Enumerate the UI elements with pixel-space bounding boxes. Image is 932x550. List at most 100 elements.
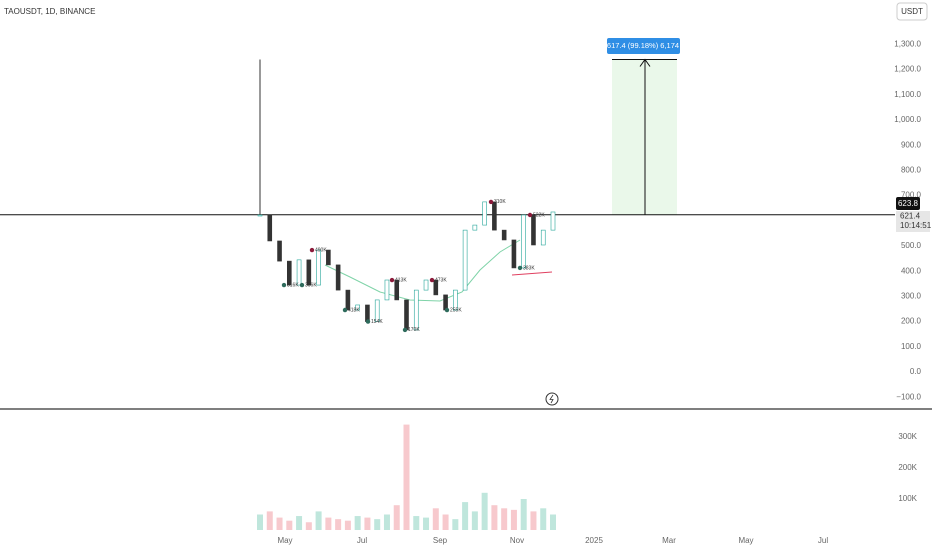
pivot-label: 170K <box>408 327 420 333</box>
price-tick-label: 800.0 <box>901 166 922 175</box>
price-tick-label: 1,100.0 <box>894 90 921 99</box>
time-label: Jul <box>818 536 828 545</box>
volume-bar <box>374 519 381 530</box>
volume-bar <box>471 511 478 530</box>
volume-bar <box>393 505 400 530</box>
volume-bar <box>520 499 527 530</box>
pivot-label: 316K <box>287 282 299 288</box>
volume-bar <box>423 517 430 530</box>
candle <box>306 259 312 286</box>
candle <box>423 279 429 291</box>
arrow-head <box>639 58 651 67</box>
moving-average <box>324 239 521 302</box>
candle <box>374 299 380 322</box>
candle <box>511 239 517 269</box>
price-tick-label: 0.0 <box>910 367 922 376</box>
event-icon[interactable] <box>545 392 559 406</box>
pivot-dot <box>429 277 435 283</box>
volume-bar <box>540 508 547 530</box>
volume-tick-label: 200K <box>898 463 917 472</box>
candle <box>286 260 292 286</box>
candle <box>531 214 536 246</box>
time-label: May <box>277 536 292 545</box>
pivot-dot <box>517 265 523 271</box>
pivot-dot <box>309 247 315 253</box>
time-label: Mar <box>662 536 676 545</box>
countdown: 10:14:51 <box>900 221 932 230</box>
price-tick-label: 400.0 <box>901 266 922 275</box>
candle <box>462 229 468 291</box>
candle <box>550 211 556 231</box>
volume-bar <box>257 514 263 530</box>
candle <box>492 201 497 231</box>
candle <box>521 214 527 269</box>
candle <box>355 304 360 311</box>
volume-tick-label: 300K <box>898 432 917 441</box>
price-tick-label: 1,300.0 <box>894 40 921 49</box>
last-label: 621.4 <box>900 212 921 221</box>
candle <box>501 229 507 241</box>
pivot-label: 522K <box>533 212 545 218</box>
volume-bar <box>413 516 420 530</box>
level-box <box>896 197 920 210</box>
currency-label: USDT <box>901 7 923 16</box>
pivot-label: 413K <box>395 277 407 283</box>
candle <box>335 264 341 291</box>
pivot-label: 418K <box>348 307 360 313</box>
pivot-label: 310K <box>494 199 506 205</box>
volume-bar <box>296 516 303 530</box>
pivot-dot <box>527 212 533 218</box>
level-label: 623.8 <box>898 199 919 208</box>
price-tick-label: 1,000.0 <box>894 115 921 124</box>
volume-tick-label: 100K <box>898 494 917 503</box>
symbol-title: TAOUSDT, 1D, BINANCE <box>4 7 95 16</box>
candle <box>326 249 331 266</box>
candle <box>482 201 487 226</box>
price-tick-label: 900.0 <box>901 140 922 149</box>
pivot-dot <box>444 307 450 313</box>
pivot-label: 383K <box>523 265 535 271</box>
candle <box>472 224 478 231</box>
volume-bar <box>266 511 273 530</box>
support-line <box>511 271 553 276</box>
last-box <box>896 211 930 232</box>
pivot-label: 306K <box>305 282 317 288</box>
candle <box>413 289 419 331</box>
candle <box>443 294 448 311</box>
pivot-label: 255K <box>450 307 462 313</box>
price-tick-label: 1,200.0 <box>894 65 921 74</box>
pivot-dot <box>281 282 287 288</box>
volume-bar <box>354 516 361 530</box>
price-tick-label: 500.0 <box>901 241 922 250</box>
volume-bar <box>364 517 371 530</box>
candle <box>433 279 439 296</box>
volume-bar <box>315 511 322 530</box>
volume-bar <box>325 517 332 530</box>
price-tick-label: 300.0 <box>901 292 922 301</box>
measure-label-box <box>607 38 680 54</box>
candle <box>316 249 321 286</box>
candle <box>345 289 351 311</box>
candle <box>394 279 400 301</box>
currency-button[interactable] <box>896 2 928 21</box>
candle <box>365 304 370 322</box>
volume-bar <box>432 508 439 530</box>
volume-bar <box>481 492 488 530</box>
candle <box>296 259 302 286</box>
time-label: May <box>738 536 753 545</box>
candle <box>277 240 282 262</box>
pivot-dot <box>299 282 305 288</box>
time-label: Nov <box>510 536 524 545</box>
volume-bar <box>491 505 498 530</box>
pivot-dot <box>365 319 371 324</box>
candle <box>384 279 390 301</box>
price-tick-label: 200.0 <box>901 317 922 326</box>
measure-label: 617.4 (99.18%) 6,174 <box>607 41 679 50</box>
volume-bar <box>344 520 351 530</box>
volume-bar <box>442 514 449 530</box>
price-tick-label: 100.0 <box>901 342 922 351</box>
volume-bar <box>452 519 459 530</box>
volume-bar <box>383 514 390 530</box>
pivot-label: 473K <box>435 277 447 283</box>
candle <box>267 214 273 242</box>
